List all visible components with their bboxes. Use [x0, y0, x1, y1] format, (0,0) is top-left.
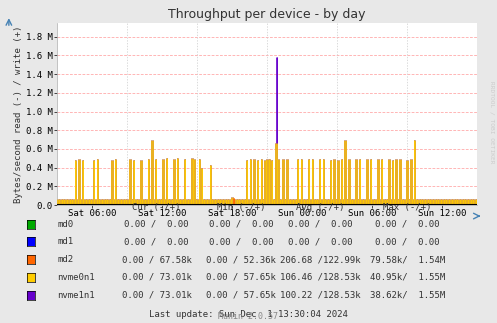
Text: 38.62k/  1.55M: 38.62k/ 1.55M — [370, 291, 445, 300]
Text: 206.68 /122.99k: 206.68 /122.99k — [280, 255, 361, 264]
Text: 0.00 /  0.00: 0.00 / 0.00 — [375, 220, 440, 229]
Text: md0: md0 — [57, 220, 73, 229]
Y-axis label: Bytes/second read (-) / write (+): Bytes/second read (-) / write (+) — [14, 25, 23, 203]
Text: Munin 2.0.57: Munin 2.0.57 — [219, 312, 278, 321]
Text: 0.00 /  0.00: 0.00 / 0.00 — [124, 220, 189, 229]
Text: md2: md2 — [57, 255, 73, 264]
Text: 0.00 /  0.00: 0.00 / 0.00 — [375, 237, 440, 246]
Text: Avg (-/+): Avg (-/+) — [296, 203, 345, 212]
Text: Min (-/+): Min (-/+) — [217, 203, 265, 212]
Text: 106.46 /128.53k: 106.46 /128.53k — [280, 273, 361, 282]
Text: 0.00 /  0.00: 0.00 / 0.00 — [124, 237, 189, 246]
Text: Max (-/+): Max (-/+) — [383, 203, 432, 212]
Text: 0.00 / 57.65k: 0.00 / 57.65k — [206, 291, 276, 300]
Text: 100.22 /128.53k: 100.22 /128.53k — [280, 291, 361, 300]
Text: nvme0n1: nvme0n1 — [57, 273, 95, 282]
Text: 0.00 /  0.00: 0.00 / 0.00 — [209, 237, 273, 246]
Text: 0.00 / 67.58k: 0.00 / 67.58k — [122, 255, 191, 264]
Text: Cur (-/+): Cur (-/+) — [132, 203, 181, 212]
Text: Last update: Sun Dec  1 13:30:04 2024: Last update: Sun Dec 1 13:30:04 2024 — [149, 310, 348, 319]
Text: md1: md1 — [57, 237, 73, 246]
Text: 79.58k/  1.54M: 79.58k/ 1.54M — [370, 255, 445, 264]
Text: RRDTOOL / TOBI OETIKER: RRDTOOL / TOBI OETIKER — [490, 81, 495, 164]
Text: 0.00 /  0.00: 0.00 / 0.00 — [209, 220, 273, 229]
Text: nvme1n1: nvme1n1 — [57, 291, 95, 300]
Text: 0.00 /  0.00: 0.00 / 0.00 — [288, 220, 353, 229]
Text: 40.95k/  1.55M: 40.95k/ 1.55M — [370, 273, 445, 282]
Text: 0.00 / 73.01k: 0.00 / 73.01k — [122, 273, 191, 282]
Text: 0.00 /  0.00: 0.00 / 0.00 — [288, 237, 353, 246]
Text: 0.00 / 52.36k: 0.00 / 52.36k — [206, 255, 276, 264]
Title: Throughput per device - by day: Throughput per device - by day — [168, 8, 366, 21]
Text: 0.00 / 57.65k: 0.00 / 57.65k — [206, 273, 276, 282]
Text: 0.00 / 73.01k: 0.00 / 73.01k — [122, 291, 191, 300]
